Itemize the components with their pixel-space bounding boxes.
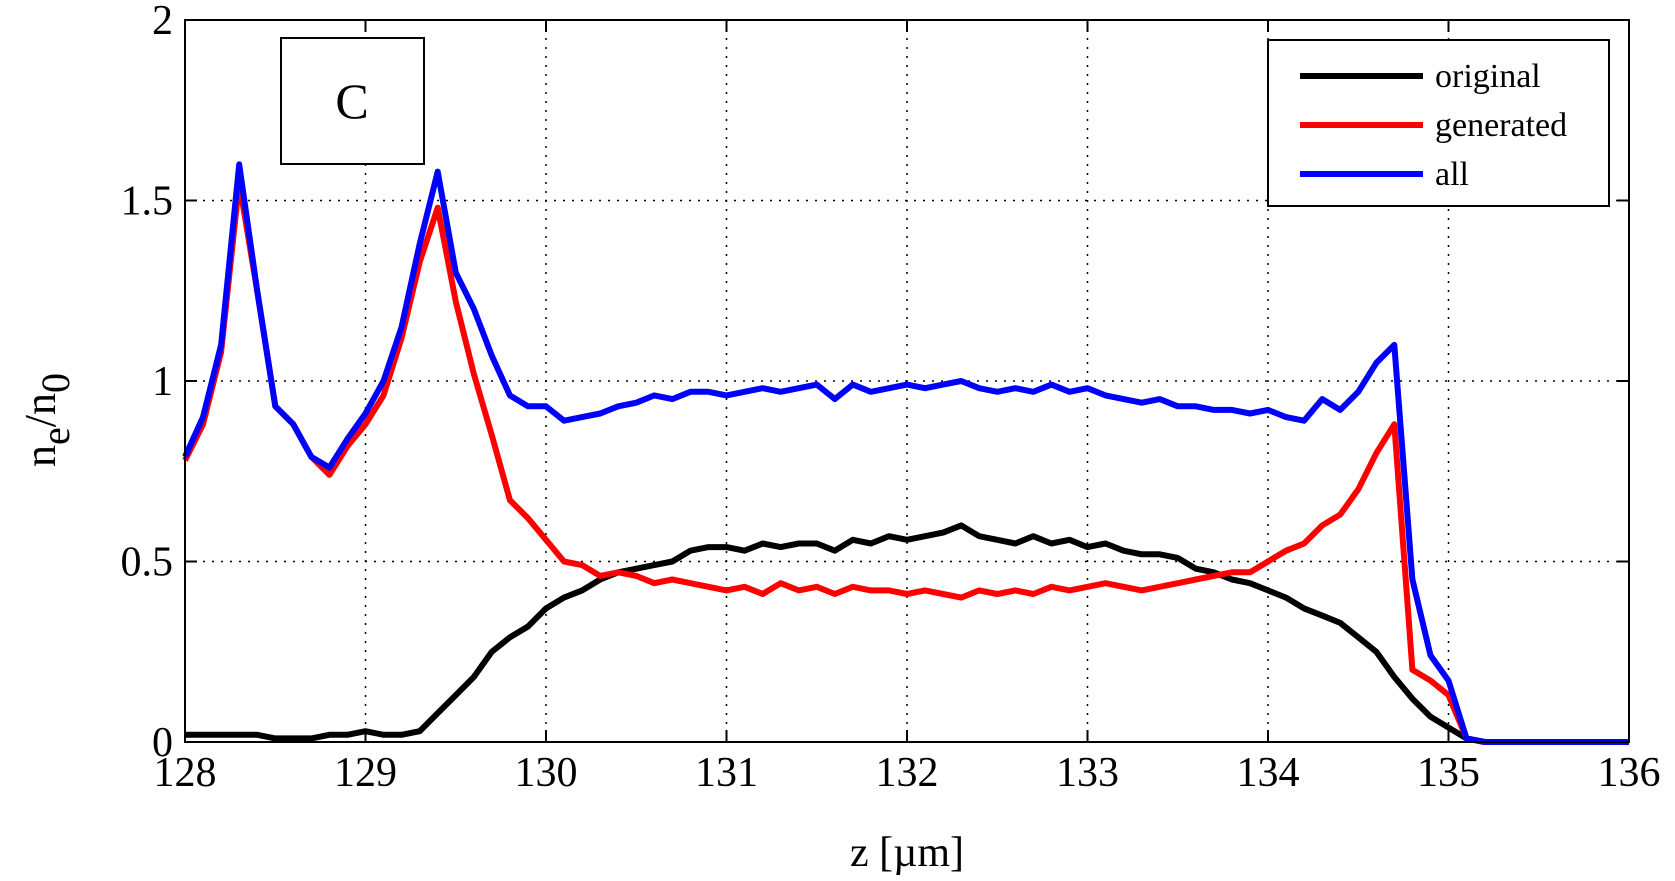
x-tick-label: 136 [1598, 750, 1661, 796]
x-axis-label: z [µm] [850, 830, 964, 876]
x-tick-label: 133 [1056, 750, 1119, 796]
y-label-part: /n [16, 393, 65, 427]
legend-label: generated [1435, 107, 1567, 144]
y-tick-label: 2 [152, 0, 173, 44]
x-tick-label: 131 [695, 750, 758, 796]
data-line [182, 179, 1629, 745]
x-tick-label: 135 [1417, 750, 1480, 796]
x-tick-label: 128 [154, 750, 217, 796]
y-tick-label: 1.5 [121, 179, 174, 225]
y-tick-label: 0 [152, 720, 173, 766]
x-tick-label: 132 [876, 750, 939, 796]
data-line [182, 161, 1629, 745]
y-axis-label-text: ne/n0 [16, 373, 78, 467]
y-label-part: n [16, 445, 65, 467]
y-axis-label: ne/n0 [16, 373, 78, 467]
legend-label: all [1435, 156, 1469, 193]
legend-label: original [1435, 58, 1541, 95]
y-label-part: e [33, 427, 78, 445]
x-tick-label: 130 [515, 750, 578, 796]
y-label-part: 0 [33, 373, 78, 393]
y-tick-label: 1 [152, 359, 173, 405]
y-tick-label: 0.5 [121, 540, 174, 586]
annotation-box [280, 37, 425, 165]
data-line [185, 522, 1629, 745]
x-tick-label: 134 [1237, 750, 1300, 796]
annotation: C [335, 73, 368, 129]
plot-frame [184, 19, 1630, 743]
x-tick-label: 129 [334, 750, 397, 796]
